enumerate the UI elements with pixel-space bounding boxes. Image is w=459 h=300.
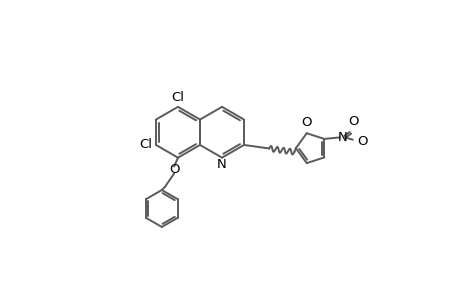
- Text: N: N: [337, 131, 347, 144]
- Text: O: O: [357, 135, 367, 148]
- Text: O: O: [168, 164, 179, 176]
- Text: O: O: [347, 115, 358, 128]
- Text: Cl: Cl: [171, 91, 184, 104]
- Text: N: N: [216, 158, 226, 171]
- Text: O: O: [301, 116, 311, 129]
- Text: Cl: Cl: [139, 139, 152, 152]
